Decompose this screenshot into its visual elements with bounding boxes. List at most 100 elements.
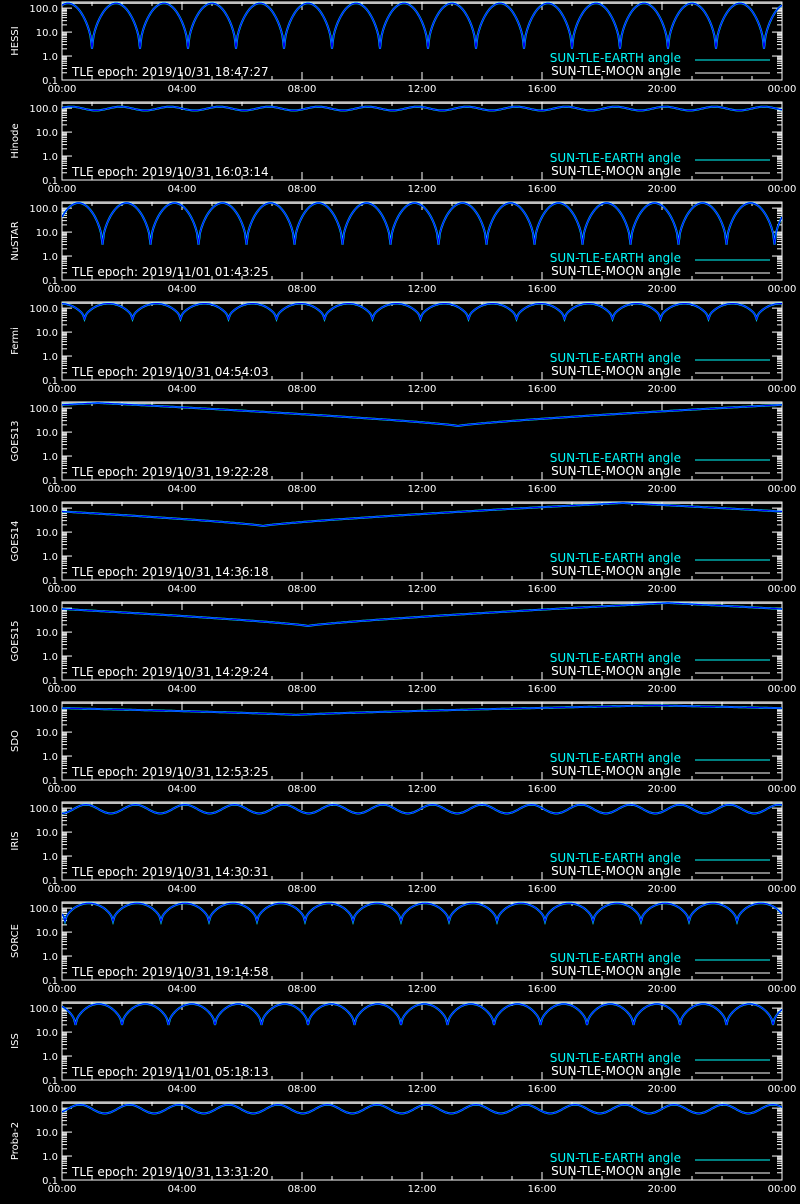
curves [62, 202, 782, 245]
y-axis-label: HESSI [10, 26, 21, 55]
curves [62, 1102, 782, 1115]
x-tick-label: 04:00 [168, 884, 197, 895]
x-tick-label: 00:00 [768, 1084, 797, 1095]
panel-goes15: 00:00 04:00 08:00 12:00 16:00 20:00 00:000.11.… [10, 601, 796, 695]
legend-moon-label: SUN-TLE-MOON angle [551, 764, 681, 778]
y-tick-label: 0.1 [42, 76, 58, 87]
panel-fermi: 00:00 04:00 08:00 12:00 16:00 20:00 00:000.11.… [10, 301, 797, 395]
y-tick-label: 10.0 [36, 628, 58, 639]
x-tick-label: 20:00 [648, 584, 677, 595]
y-axis-label: GOES13 [10, 420, 21, 461]
y-axis-label: IRIS [10, 831, 21, 850]
x-tick-label: 00:00 [768, 884, 797, 895]
x-tick-label: 16:00 [528, 984, 557, 995]
tle-epoch-label: TLE epoch: 2019/10/31 04:54:03 [71, 365, 269, 379]
x-tick-label: 00:00 [48, 984, 77, 995]
y-axis-label: GOES15 [10, 620, 21, 661]
tle-epoch-label: TLE epoch: 2019/11/01 05:18:13 [71, 1065, 269, 1079]
y-tick-label: 1.0 [42, 552, 58, 563]
x-tick-label: 16:00 [528, 784, 557, 795]
y-tick-label: 1.0 [42, 952, 58, 963]
x-tick-label: 00:00 [768, 784, 797, 795]
y-tick-label: 0.1 [42, 876, 58, 887]
y-tick-label: 0.1 [42, 776, 58, 787]
legend-moon-label: SUN-TLE-MOON angle [551, 664, 681, 678]
panel-iss: 00:00 04:00 08:00 12:00 16:00 20:00 00:000.11.… [10, 1001, 797, 1095]
tle-epoch-label: TLE epoch: 2019/10/31 14:30:31 [71, 865, 269, 879]
y-tick-label: 0.1 [42, 1076, 58, 1087]
legend-earth-label: SUN-TLE-EARTH angle [550, 1051, 681, 1065]
x-tick-label: 16:00 [528, 84, 557, 95]
panel-goes13: 00:00 04:00 08:00 12:00 16:00 20:00 00:000.11.… [10, 401, 796, 495]
x-tick-label: 04:00 [168, 384, 197, 395]
panel-hinode: 00:00 04:00 08:00 12:00 16:00 20:00 00:000.11.… [10, 101, 797, 195]
x-tick-label: 12:00 [408, 984, 437, 995]
y-tick-label: 100.0 [29, 1004, 58, 1015]
x-tick-label: 20:00 [648, 384, 677, 395]
y-tick-label: 1.0 [42, 1052, 58, 1063]
tle-epoch-label: TLE epoch: 2019/10/31 14:36:18 [71, 565, 269, 579]
x-tick-label: 04:00 [168, 84, 197, 95]
x-tick-label: 00:00 [768, 984, 797, 995]
y-tick-label: 1.0 [42, 252, 58, 263]
x-tick-label: 00:00 [48, 684, 77, 695]
x-tick-label: 08:00 [288, 84, 317, 95]
y-tick-label: 100.0 [29, 404, 58, 415]
x-tick-label: 20:00 [648, 284, 677, 295]
x-tick-label: 08:00 [288, 284, 317, 295]
y-tick-label: 10.0 [36, 928, 58, 939]
earth-angle-line [62, 1103, 782, 1114]
x-tick-label: 08:00 [288, 684, 317, 695]
legend-moon-label: SUN-TLE-MOON angle [551, 864, 681, 878]
y-tick-label: 100.0 [29, 204, 58, 215]
y-tick-label: 10.0 [36, 128, 58, 139]
y-tick-label: 100.0 [29, 604, 58, 615]
x-tick-label: 00:00 [768, 584, 797, 595]
y-axis-label: SORCE [10, 924, 21, 958]
y-tick-label: 0.1 [42, 476, 58, 487]
x-tick-label: 00:00 [48, 1084, 77, 1095]
tle-epoch-label: TLE epoch: 2019/10/31 19:14:58 [71, 965, 269, 979]
panel-nustar: 00:00 04:00 08:00 12:00 16:00 20:00 00:000.11.… [10, 201, 796, 295]
x-tick-label: 00:00 [48, 1184, 77, 1195]
curves [62, 502, 782, 528]
curves [62, 902, 782, 925]
legend-earth-label: SUN-TLE-EARTH angle [550, 451, 681, 465]
x-tick-label: 16:00 [528, 1084, 557, 1095]
legend-earth-label: SUN-TLE-EARTH angle [550, 51, 681, 65]
curves [62, 402, 782, 428]
x-tick-label: 20:00 [648, 184, 677, 195]
x-tick-label: 00:00 [768, 384, 797, 395]
x-tick-label: 08:00 [288, 584, 317, 595]
y-tick-label: 1.0 [42, 52, 58, 63]
x-tick-label: 12:00 [408, 884, 437, 895]
y-axis-label: NuSTAR [10, 221, 21, 260]
tle-epoch-label: TLE epoch: 2019/10/31 14:29:24 [71, 665, 269, 679]
y-tick-label: 1.0 [42, 752, 58, 763]
curves [62, 102, 782, 112]
x-tick-label: 04:00 [168, 584, 197, 595]
legend-earth-label: SUN-TLE-EARTH angle [550, 751, 681, 765]
panel-sdo: 00:00 04:00 08:00 12:00 16:00 20:00 00:000.11.… [10, 701, 797, 795]
x-tick-label: 16:00 [528, 284, 557, 295]
x-tick-label: 00:00 [768, 184, 797, 195]
x-tick-label: 16:00 [528, 1184, 557, 1195]
x-tick-label: 08:00 [288, 1184, 317, 1195]
y-tick-label: 100.0 [29, 504, 58, 515]
y-axis-label: Hinode [10, 123, 21, 158]
y-tick-label: 0.1 [42, 676, 58, 687]
x-tick-label: 16:00 [528, 584, 557, 595]
x-tick-label: 16:00 [528, 484, 557, 495]
y-axis-label: Proba-2 [10, 1122, 21, 1160]
x-tick-label: 12:00 [408, 284, 437, 295]
x-tick-label: 00:00 [48, 84, 77, 95]
y-axis-label: SDO [10, 730, 21, 752]
x-tick-label: 12:00 [408, 1084, 437, 1095]
x-tick-label: 04:00 [168, 1184, 197, 1195]
x-tick-label: 00:00 [48, 784, 77, 795]
y-tick-label: 1.0 [42, 152, 58, 163]
y-tick-label: 10.0 [36, 528, 58, 539]
y-tick-label: 0.1 [42, 1176, 58, 1187]
x-tick-label: 00:00 [48, 484, 77, 495]
x-tick-label: 08:00 [288, 884, 317, 895]
